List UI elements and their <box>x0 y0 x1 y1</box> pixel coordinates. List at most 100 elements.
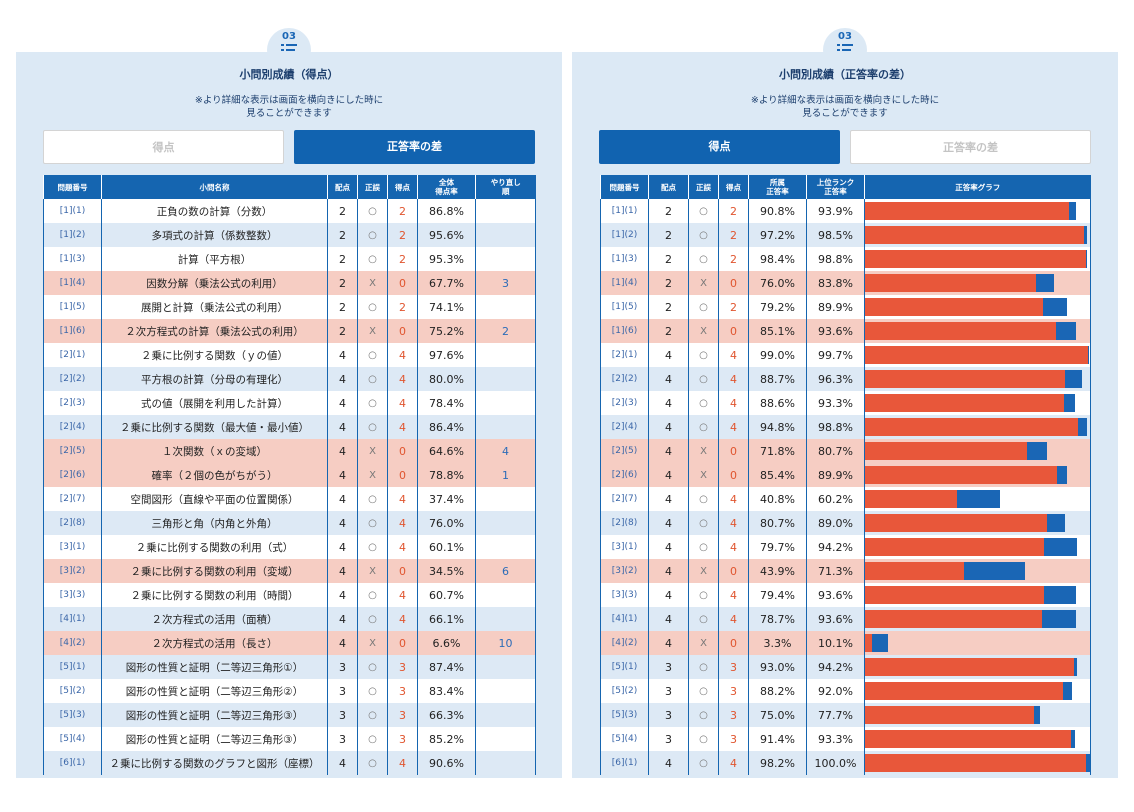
cell-redo: 4 <box>475 439 536 463</box>
cell-points: 2 <box>648 223 689 247</box>
cell-text: 3.3% <box>763 636 792 650</box>
tab-button[interactable]: 得点 <box>599 130 840 164</box>
cell-no: [2](5) <box>43 439 102 463</box>
cell-text: 4 <box>339 348 346 362</box>
cell-points: 4 <box>327 343 358 367</box>
cell-graph <box>864 319 1091 343</box>
cell-text: ○ <box>368 733 377 745</box>
cell-mark: ○ <box>688 199 719 223</box>
cell-text: X <box>369 469 376 481</box>
cell-text: 2 <box>730 204 737 218</box>
cell-text: 2 <box>399 228 406 242</box>
cell-text: 4 <box>399 756 406 770</box>
cell-text: 78.7% <box>760 612 795 626</box>
cell-no: [4](2) <box>43 631 102 655</box>
cell-name: ２乗に比例する関数（最大値・最小値） <box>101 415 328 439</box>
header-line: 小問名称 <box>199 182 230 192</box>
cell-text: ２次方程式の活用（面積） <box>151 613 278 626</box>
cell-name: 計算（平方根） <box>101 247 328 271</box>
cell-text: 96.3% <box>818 372 853 386</box>
cell-text: 80.7% <box>818 444 853 458</box>
cell-text: ○ <box>368 589 377 601</box>
cell-text: [2](4) <box>59 422 86 432</box>
cell-mark: ○ <box>357 247 388 271</box>
cell-redo: 2 <box>475 319 536 343</box>
cell-text: 94.8% <box>760 420 795 434</box>
result-row: [3](3) ２乗に比例する関数の利用（時間） 4 ○ 4 60.7% <box>43 583 536 607</box>
cell-top-label: 89.9% <box>806 295 865 319</box>
cell-redo <box>475 727 536 751</box>
bar-own <box>865 346 1088 364</box>
cell-no: [2](1) <box>43 343 102 367</box>
tab-button[interactable]: 正答率の差 <box>294 130 535 164</box>
cell-text: ○ <box>368 229 377 241</box>
cell-no: [2](5) <box>600 439 649 463</box>
panel-title: 小問別成績（得点） <box>239 68 339 81</box>
cell-text: 4 <box>730 420 737 434</box>
panel: 小問別成績（正答率の差） ※より詳細な表示は画面を横向きにした時に 見ることができま… <box>572 52 1118 778</box>
cell-score: 3 <box>387 679 418 703</box>
cell-text: 4 <box>339 444 346 458</box>
cell-text: [3](3) <box>611 590 638 600</box>
cell-score: 3 <box>387 703 418 727</box>
cell-redo <box>475 367 536 391</box>
cell-graph <box>864 487 1091 511</box>
cell-text: [1](2) <box>59 230 86 240</box>
cell-rate: 83.4% <box>417 679 476 703</box>
cell-text: 88.2% <box>760 684 795 698</box>
cell-rate: 90.6% <box>417 751 476 775</box>
cell-text: [2](7) <box>59 494 86 504</box>
cell-text: 4 <box>339 756 346 770</box>
cell-rate: 86.4% <box>417 415 476 439</box>
cell-text: [4](1) <box>59 614 86 624</box>
cell-points: 4 <box>648 367 689 391</box>
bar-own <box>865 490 957 508</box>
cell-text: 93.3% <box>818 396 853 410</box>
cell-text: 4 <box>665 516 672 530</box>
cell-text: 2 <box>339 252 346 266</box>
result-row: [1](5) 展開と計算（乗法公式の利用） 2 ○ 2 74.1% <box>43 295 536 319</box>
cell-rate: 97.6% <box>417 343 476 367</box>
cell-graph <box>864 199 1091 223</box>
cell-text: 6.6% <box>432 636 461 650</box>
cell-text: 2 <box>339 228 346 242</box>
cell-own-label: 3.3% <box>748 631 807 655</box>
cell-text: [4](1) <box>611 614 638 624</box>
cell-text: 3 <box>339 660 346 674</box>
cell-text: 0 <box>399 564 406 578</box>
bar-top <box>1069 202 1077 220</box>
cell-points: 3 <box>648 679 689 703</box>
cell-mark: ○ <box>357 487 388 511</box>
tab-button[interactable]: 正答率の差 <box>850 130 1091 164</box>
tab-button[interactable]: 得点 <box>43 130 284 164</box>
cell-points: 4 <box>327 535 358 559</box>
cell-score: 3 <box>718 703 749 727</box>
cell-text: 89.0% <box>818 516 853 530</box>
result-row: [5](2) 図形の性質と証明（二等辺三角形②） 3 ○ 3 83.4% <box>43 679 536 703</box>
header-line: 正誤 <box>365 182 380 192</box>
cell-text: 2 <box>339 204 346 218</box>
cell-mark: ○ <box>688 703 719 727</box>
cell-text: 0 <box>730 468 737 482</box>
cell-no: [3](3) <box>43 583 102 607</box>
cell-text: 三角形と角（内角と外角） <box>151 517 278 530</box>
cell-text: 4 <box>339 636 346 650</box>
cell-text: ○ <box>699 517 708 529</box>
cell-text: ○ <box>368 541 377 553</box>
cell-text: 67.7% <box>429 276 464 290</box>
cell-points: 4 <box>327 751 358 775</box>
cell-text: 4 <box>399 540 406 554</box>
result-row: [3](1) 4 ○ 4 79.7% 94.2% <box>600 535 1091 559</box>
cell-text: 4 <box>399 396 406 410</box>
column-header: 配点 <box>327 175 358 199</box>
cell-no: [2](8) <box>600 511 649 535</box>
cell-text: [1](5) <box>59 302 86 312</box>
cell-rate: 6.6% <box>417 631 476 655</box>
cell-score: 3 <box>387 727 418 751</box>
cell-text: 2 <box>399 300 406 314</box>
cell-text: 確率（２個の色がちがう） <box>151 469 278 482</box>
cell-points: 3 <box>327 679 358 703</box>
cell-score: 4 <box>718 751 749 775</box>
cell-top-label: 93.9% <box>806 199 865 223</box>
cell-no: [2](2) <box>43 367 102 391</box>
